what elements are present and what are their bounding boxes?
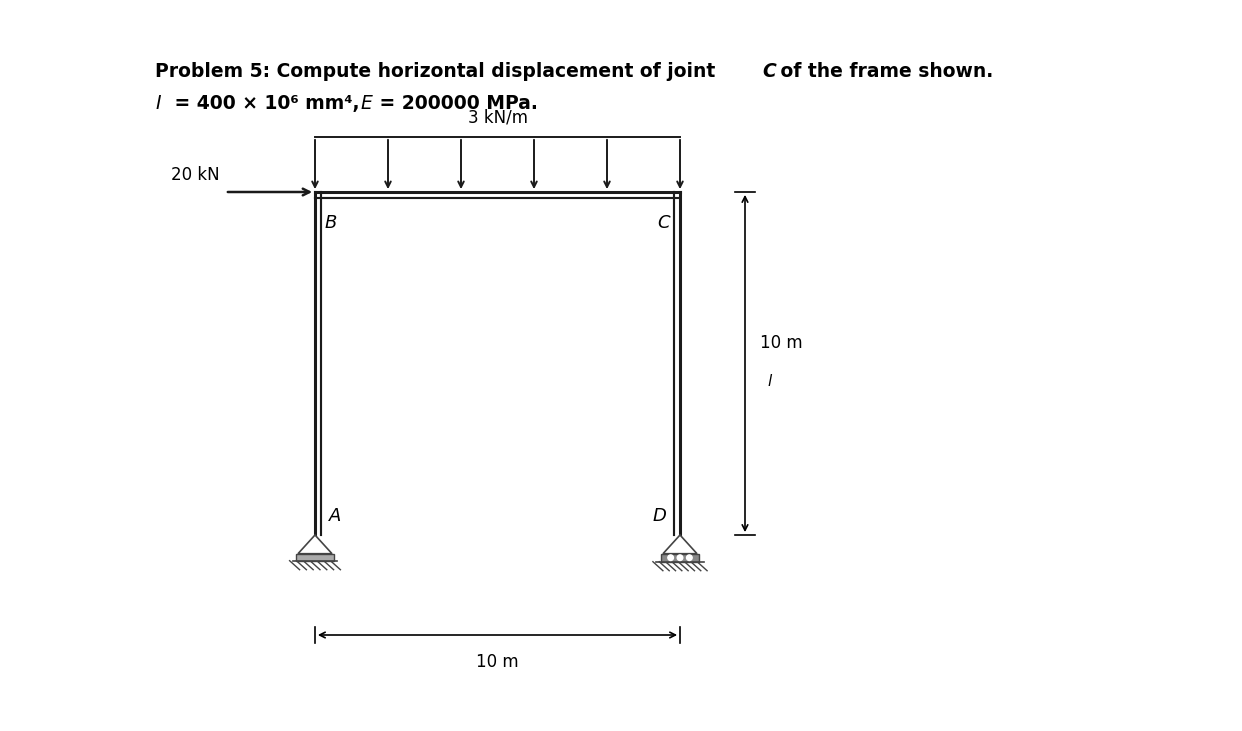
Text: 10 m: 10 m bbox=[760, 335, 802, 352]
Text: B: B bbox=[325, 214, 338, 232]
Text: = 400 × 10⁶ mm⁴,: = 400 × 10⁶ mm⁴, bbox=[168, 94, 366, 113]
Text: D: D bbox=[652, 507, 666, 525]
Text: $\mathit{I}$: $\mathit{I}$ bbox=[155, 94, 161, 113]
Text: A: A bbox=[329, 507, 342, 525]
Text: of the frame shown.: of the frame shown. bbox=[774, 62, 994, 81]
Text: $l$: $l$ bbox=[768, 374, 774, 390]
Text: Problem 5: Compute horizontal displacement of joint: Problem 5: Compute horizontal displaceme… bbox=[155, 62, 722, 81]
Polygon shape bbox=[298, 535, 332, 553]
Text: = 200000 MPa.: = 200000 MPa. bbox=[373, 94, 538, 113]
Circle shape bbox=[668, 555, 673, 561]
Circle shape bbox=[677, 555, 683, 561]
Text: 20 kN: 20 kN bbox=[171, 166, 220, 184]
Text: C: C bbox=[763, 62, 776, 81]
Bar bbox=[661, 553, 699, 561]
Text: $\mathit{E}$: $\mathit{E}$ bbox=[360, 94, 374, 113]
Text: 3 kN/m: 3 kN/m bbox=[467, 109, 528, 127]
Text: 10 m: 10 m bbox=[476, 653, 519, 671]
Polygon shape bbox=[663, 535, 697, 553]
Bar bbox=[297, 553, 334, 561]
Circle shape bbox=[687, 555, 692, 561]
Text: C: C bbox=[657, 214, 669, 232]
